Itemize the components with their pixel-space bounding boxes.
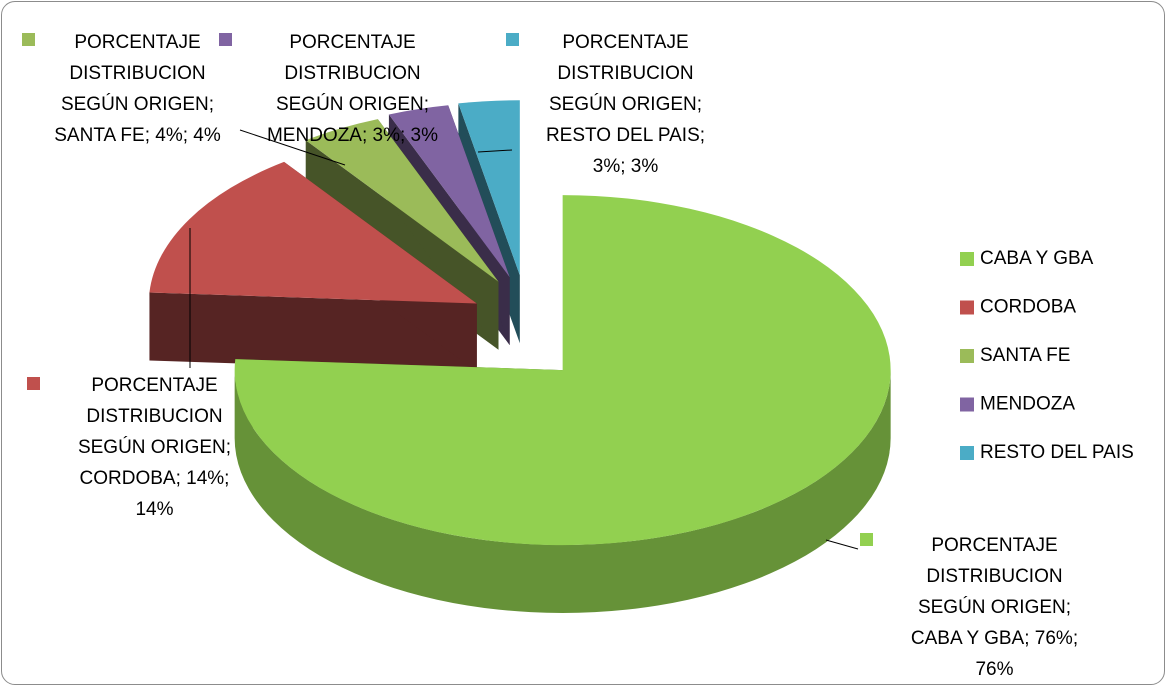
legend-label: MENDOZA [980,394,1075,415]
label-key [27,377,40,390]
leader-line [477,149,513,153]
legend-label: CORDOBA [980,297,1076,318]
legend-label: SANTA FE [980,345,1070,366]
data-label: PORCENTAJE DISTRIBUCION SEGÚN ORIGEN; ME… [266,32,439,146]
slice-rim [234,370,891,614]
legend-swatch [960,446,974,460]
data-label: PORCENTAJE DISTRIBUCION SEGÚN ORIGEN; RE… [545,32,706,177]
slice [149,161,477,372]
slice-top [305,119,499,282]
label-key [22,33,35,46]
legend-swatch [960,300,974,315]
label-key [506,33,519,46]
slice-top [234,195,891,546]
legend-swatch [960,349,974,363]
slice [234,195,891,614]
data-label: PORCENTAJE DISTRIBUCION SEGÚN ORIGEN; SA… [54,32,221,146]
legend-label: RESTO DEL PAIS [980,442,1134,463]
leader-line [239,129,346,166]
data-label: PORCENTAJE DISTRIBUCION SEGÚN ORIGEN; CO… [77,375,232,520]
legend-swatch [960,397,974,412]
legend-swatch [960,252,974,266]
label-key [219,33,232,46]
label-key [860,533,873,546]
leader-line [825,539,859,550]
slice-top [149,161,477,304]
slice-side [149,292,477,372]
slice-top [458,100,520,276]
data-label: PORCENTAJE DISTRIBUCION SEGÚN ORIGEN; CA… [910,535,1079,680]
legend-label: CABA Y GBA [980,248,1094,269]
slice-top [388,105,510,278]
